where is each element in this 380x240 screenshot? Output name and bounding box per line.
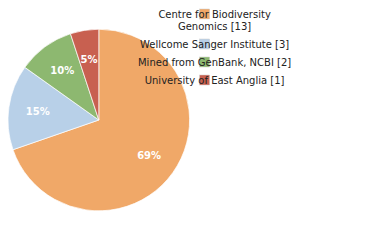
svg-text:Wellcome Sanger Institute [3]: Wellcome Sanger Institute [3] [140,39,289,50]
svg-text:15%: 15% [26,106,50,117]
svg-text:University of East Anglia [1]: University of East Anglia [1] [145,75,285,86]
svg-text:Mined from GenBank, NCBI [2]: Mined from GenBank, NCBI [2] [138,57,291,68]
svg-text:69%: 69% [137,150,161,161]
svg-text:10%: 10% [50,65,74,76]
svg-text:5%: 5% [81,54,98,65]
svg-text:Centre for BiodiversityGenomic: Centre for BiodiversityGenomics [13] [158,9,271,32]
